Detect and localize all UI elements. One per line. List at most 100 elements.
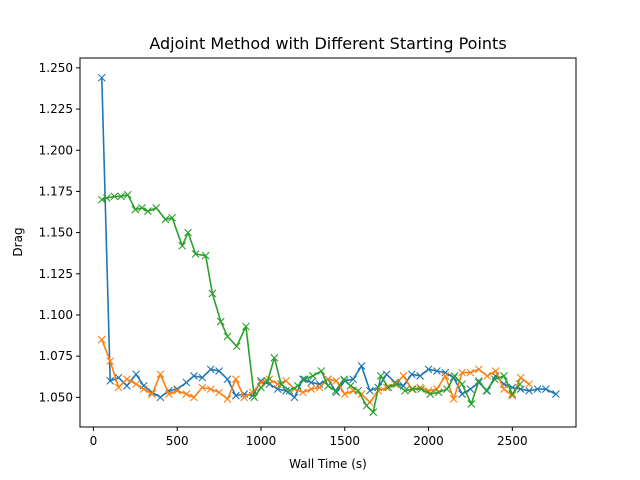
data-point [282, 386, 290, 395]
data-point [307, 378, 316, 387]
data-point [298, 375, 307, 384]
data-point [215, 388, 223, 397]
data-point [515, 380, 524, 389]
data-point [248, 388, 257, 397]
data-point [399, 372, 408, 380]
y-tick-label: 1.200 [39, 143, 73, 157]
data-point [424, 365, 433, 374]
series-3 [97, 190, 524, 417]
series-2 [97, 335, 533, 407]
data-point [466, 385, 475, 394]
data-point [458, 390, 466, 398]
data-point [443, 385, 451, 394]
data-point [132, 370, 141, 379]
data-point [500, 385, 508, 394]
data-point [362, 401, 371, 410]
x-tick-label: 1000 [246, 434, 277, 448]
data-point [148, 390, 156, 398]
y-tick-label: 1.075 [39, 349, 73, 363]
data-point [349, 375, 358, 384]
data-point [332, 376, 341, 385]
data-point [384, 383, 393, 392]
data-point [97, 335, 106, 344]
data-point [242, 322, 250, 331]
data-point [474, 365, 483, 374]
y-tick-label: 1.175 [39, 184, 73, 198]
data-point [449, 395, 458, 403]
y-tick-label: 1.125 [39, 267, 73, 281]
data-point [483, 372, 492, 380]
data-point [164, 390, 173, 398]
x-axis-label: Wall Time (s) [289, 457, 367, 471]
data-point [198, 383, 207, 392]
data-point [467, 400, 476, 408]
data-point [458, 368, 466, 377]
data-point [552, 390, 560, 398]
data-point [161, 215, 170, 224]
data-point [366, 386, 374, 395]
data-point [143, 207, 152, 216]
data-point [450, 372, 459, 380]
data-point [198, 373, 207, 382]
data-point [434, 388, 443, 397]
data-point [102, 194, 111, 202]
data-point [474, 376, 483, 385]
data-point [407, 370, 416, 379]
x-tick-label: 1500 [329, 434, 360, 448]
data-point [232, 342, 241, 351]
data-point [500, 372, 508, 380]
data-point [533, 385, 542, 394]
axes: 0 500 1000 1500 2000 2500 1.050 1.075 1.100 1.125… [39, 61, 528, 448]
plot-frame [79, 57, 577, 428]
data-point [491, 367, 500, 375]
chart-title: Adjoint Method with Different Starting P… [149, 34, 506, 53]
data-point [416, 372, 425, 380]
data-point [376, 372, 385, 380]
plot-area [97, 73, 560, 417]
x-tick-label: 2000 [413, 434, 444, 448]
data-point [182, 390, 191, 398]
data-point [417, 385, 425, 394]
data-point [106, 357, 115, 365]
data-point [131, 205, 140, 214]
data-point [208, 289, 217, 298]
data-point [354, 386, 363, 395]
data-point [369, 408, 378, 417]
data-point [184, 228, 192, 237]
data-point [97, 73, 106, 82]
data-point [401, 386, 409, 395]
data-point [340, 375, 348, 384]
data-point [340, 390, 349, 398]
y-tick-label: 1.225 [39, 102, 73, 116]
data-point [458, 380, 466, 389]
data-point [123, 381, 131, 390]
y-tick-label: 1.250 [39, 61, 73, 75]
data-point [382, 383, 391, 392]
data-point [307, 385, 316, 394]
data-point [282, 376, 290, 385]
data-point [240, 393, 249, 402]
series-line [101, 339, 530, 404]
data-point [525, 386, 533, 395]
data-point [201, 251, 210, 260]
data-point [290, 393, 299, 402]
data-point [482, 386, 491, 395]
data-point [426, 390, 435, 398]
data-point [331, 386, 340, 395]
data-point [466, 368, 475, 377]
x-tick-label: 2500 [497, 434, 528, 448]
data-point [123, 190, 132, 199]
data-point [433, 367, 441, 375]
x-tick-label: 0 [90, 434, 98, 448]
data-point [490, 375, 499, 384]
data-point [277, 380, 285, 389]
x-tick-label: 500 [166, 434, 189, 448]
data-point [324, 381, 332, 390]
data-point [408, 385, 417, 394]
data-point [508, 390, 517, 398]
data-point [182, 378, 191, 387]
data-point [257, 376, 265, 385]
y-tick-label: 1.050 [39, 390, 73, 404]
data-point [508, 391, 517, 400]
data-point [516, 373, 525, 382]
